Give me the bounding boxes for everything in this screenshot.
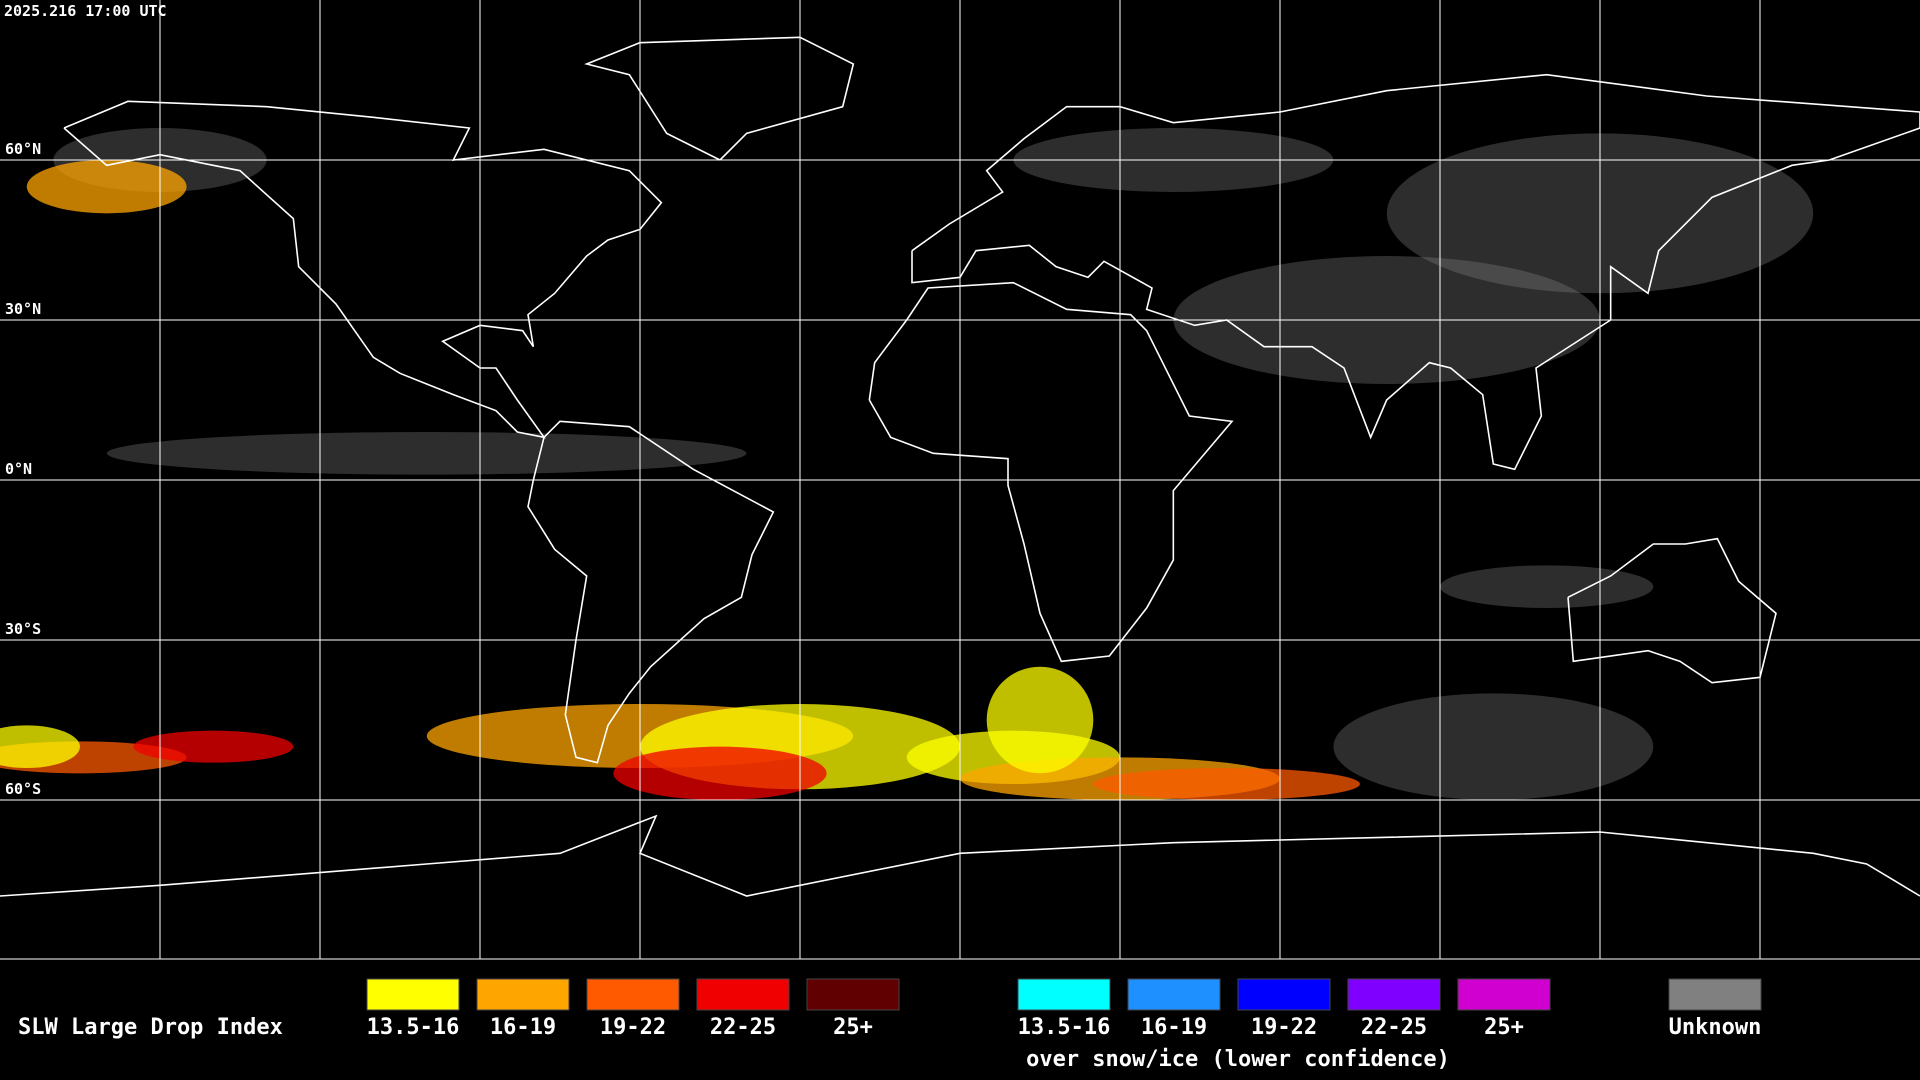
legend-swatch: [1668, 978, 1762, 1011]
coastline: [63, 100, 663, 439]
legend-label: 25+: [1484, 1015, 1524, 1040]
lat-label: 60°N: [5, 140, 41, 158]
legend-swatch: [1017, 978, 1111, 1011]
legend-label: 22-25: [1361, 1015, 1427, 1040]
legend-label: 25+: [833, 1015, 873, 1040]
graticule: [0, 0, 1920, 959]
legend-label: 13.5-16: [367, 1015, 460, 1040]
legend-label: 22-25: [710, 1015, 776, 1040]
legend-label: 19-22: [1251, 1015, 1317, 1040]
timestamp: 2025.216 17:00 UTC: [4, 2, 167, 20]
legend-label: 16-19: [490, 1015, 556, 1040]
lat-label: 30°N: [5, 300, 41, 318]
cloud-blob: [1093, 768, 1360, 800]
cloud-blob: [986, 666, 1094, 774]
cloud-blob: [1440, 565, 1654, 608]
legend-swatch: [1347, 978, 1441, 1011]
coastlines: [0, 36, 1920, 897]
legend-label: Unknown: [1669, 1015, 1762, 1040]
coastline: [1567, 537, 1777, 684]
coastline: [868, 281, 1234, 663]
legend: SLW Large Drop Index over snow/ice (lowe…: [18, 978, 1762, 1072]
legend-swatch: [366, 978, 460, 1011]
legend-swatch: [1127, 978, 1221, 1011]
legend-swatch: [586, 978, 680, 1011]
cloud-blob: [106, 432, 747, 475]
coastline: [584, 36, 855, 161]
cloud-blob: [613, 746, 827, 800]
cloud-blob: [0, 725, 80, 768]
snow-caption: over snow/ice (lower confidence): [1026, 1047, 1450, 1072]
legend-label: 16-19: [1141, 1015, 1207, 1040]
legend-swatch: [1237, 978, 1331, 1011]
legend-swatch: [476, 978, 570, 1011]
legend-swatch: [1457, 978, 1551, 1011]
legend-swatch: [806, 978, 900, 1011]
coastline: [0, 814, 1920, 897]
legend-swatch: [696, 978, 790, 1011]
legend-label: 13.5-16: [1018, 1015, 1111, 1040]
lat-label: 30°S: [5, 620, 41, 638]
lat-label: 60°S: [5, 780, 41, 798]
legend-title: SLW Large Drop Index: [18, 1015, 283, 1040]
lat-label: 0°N: [5, 460, 32, 478]
cloud-blob: [26, 160, 187, 214]
coastline: [527, 420, 775, 764]
legend-label: 19-22: [600, 1015, 666, 1040]
cloud-blob: [1333, 693, 1654, 800]
cloud-blob: [133, 730, 294, 763]
lat-labels: 60°N 30°N 0°N 30°S 60°S: [5, 140, 41, 798]
